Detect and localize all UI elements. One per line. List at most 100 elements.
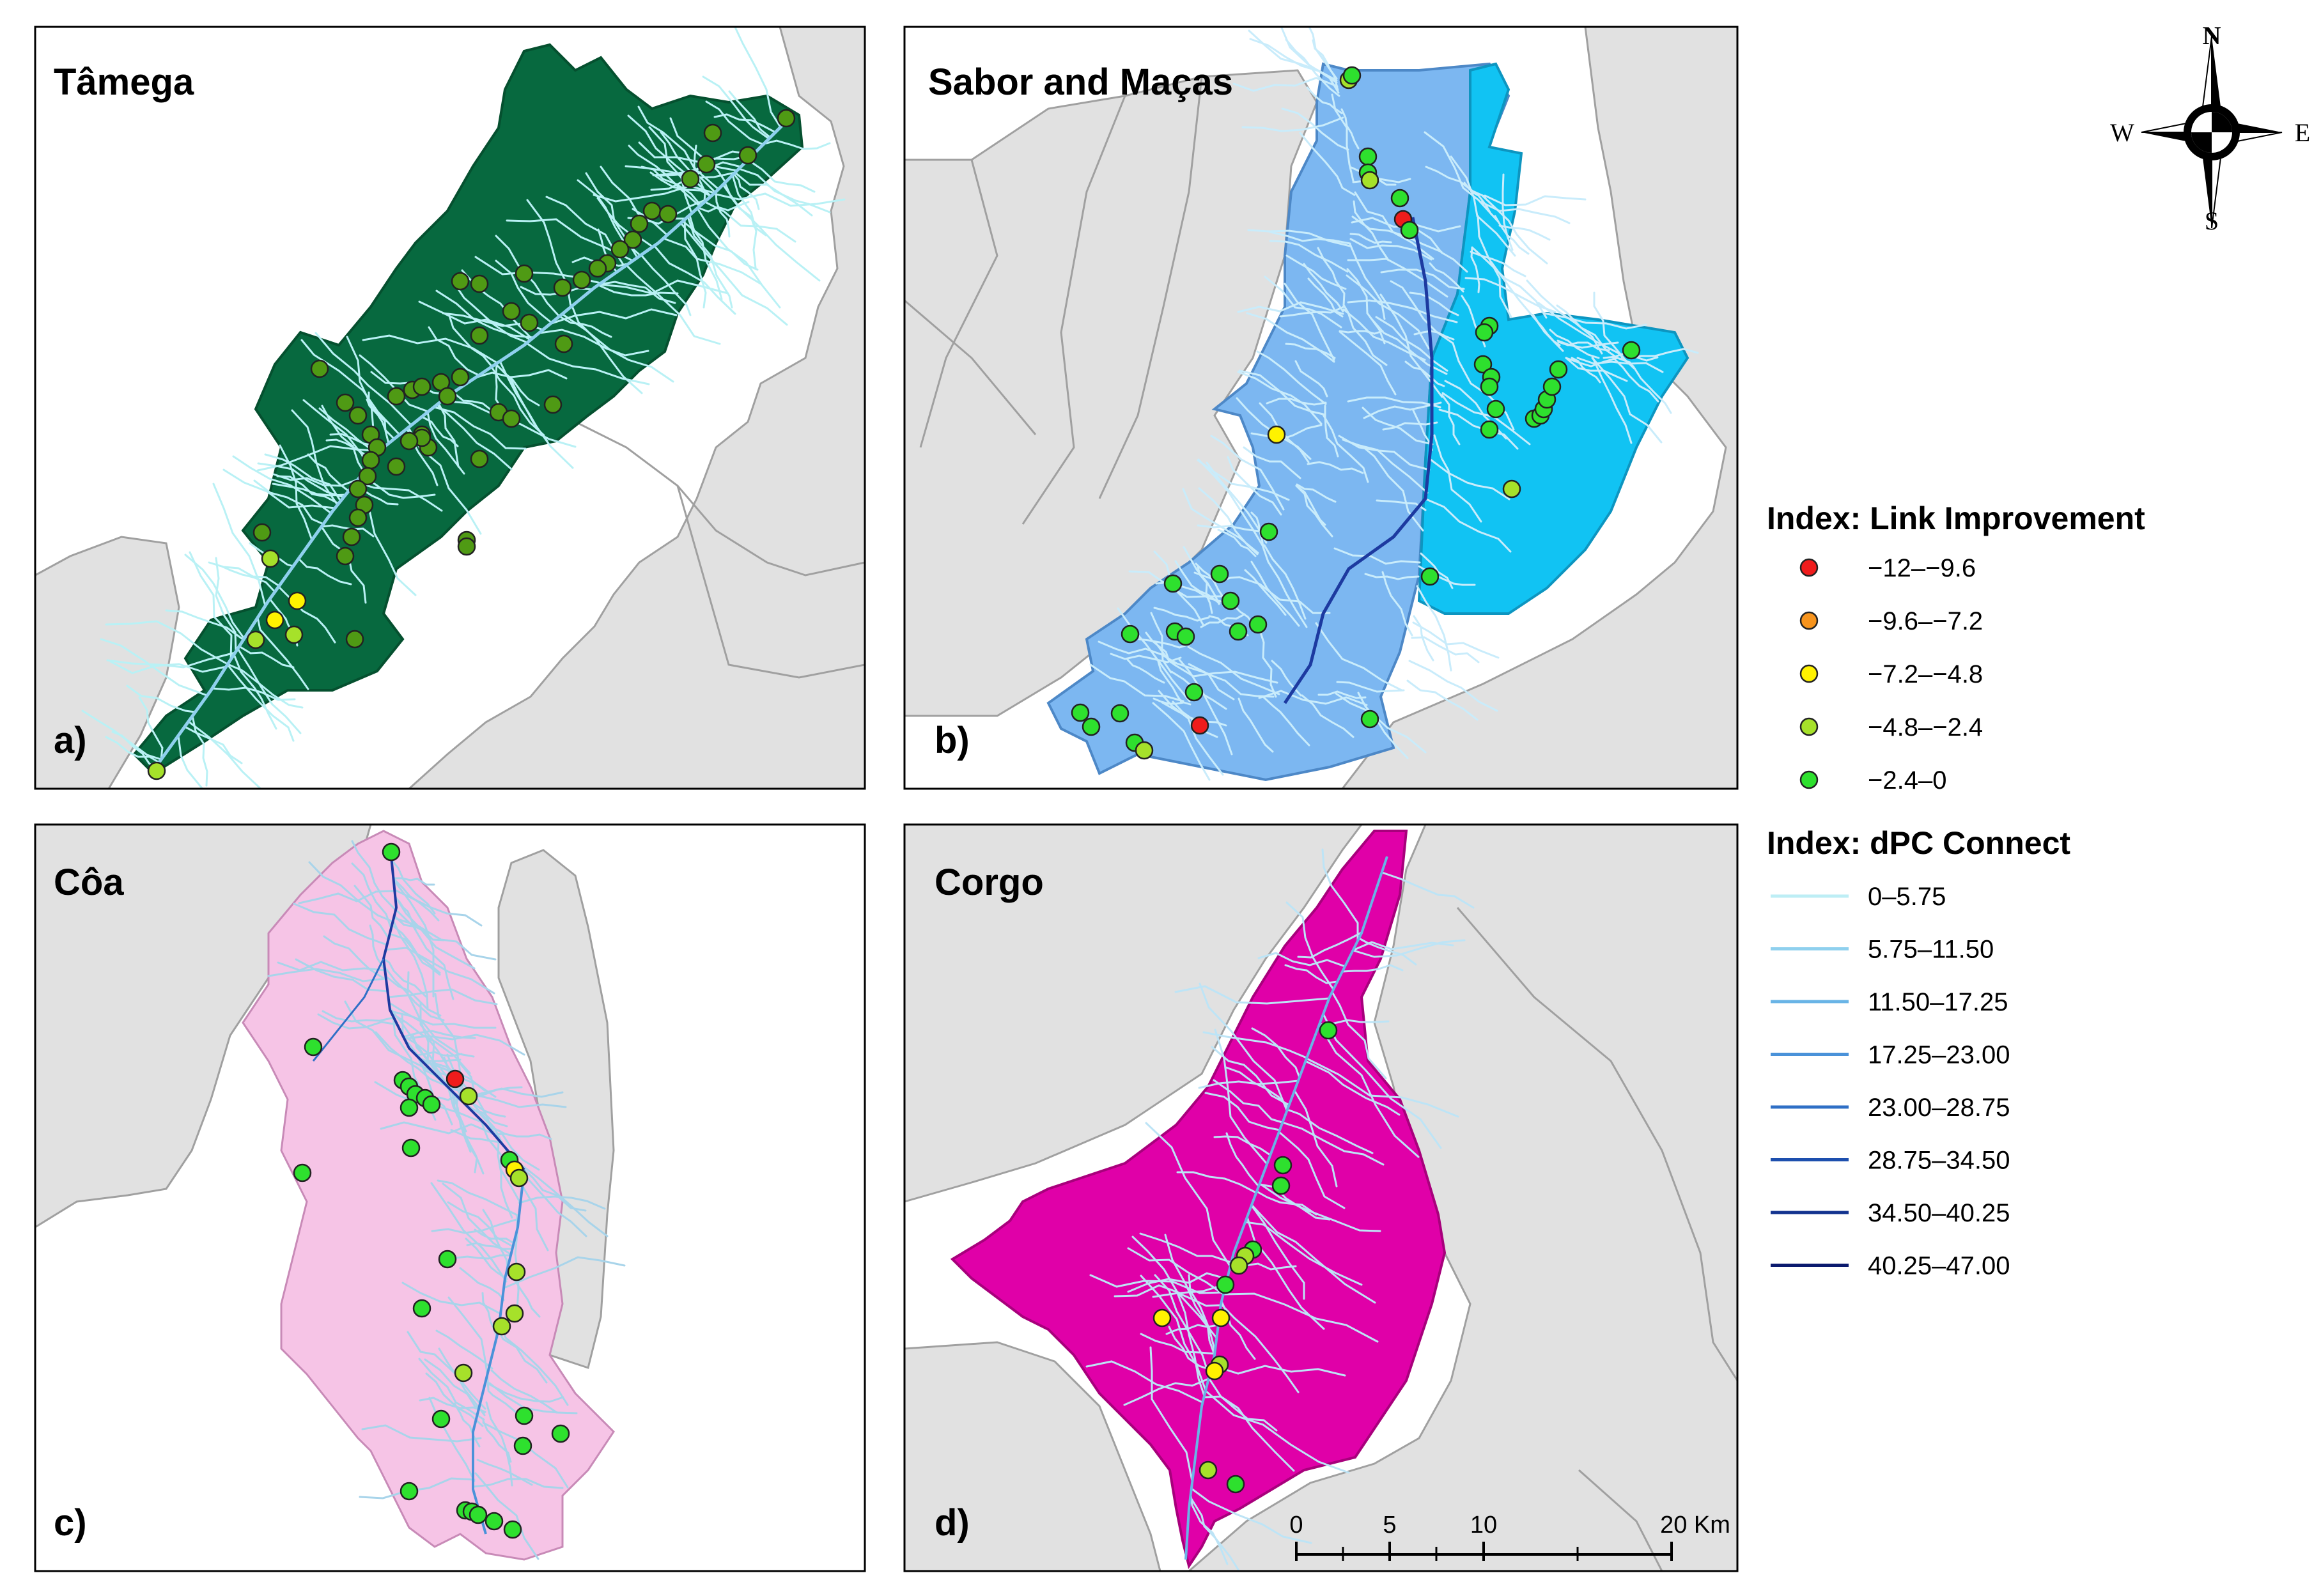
legend-point-items: −12–−9.6 −9.6–−7.2 −7.2–−4.8 −4.8–−2.4 −2.4–… (1799, 554, 1983, 794)
site-point (261, 549, 280, 568)
site-point (387, 457, 406, 476)
site-point (1135, 741, 1154, 760)
site-point (503, 1520, 522, 1539)
stream-segment (1211, 1364, 1346, 1377)
stream-segment (105, 736, 160, 764)
stream-segment (1335, 692, 1427, 754)
stream-segment (366, 398, 396, 440)
site-point (642, 201, 662, 221)
stream-segment (1262, 546, 1308, 628)
site-point (401, 1138, 421, 1158)
site-point (342, 527, 361, 546)
site-point (470, 449, 489, 469)
site-point (1473, 355, 1493, 374)
site-point (469, 1505, 488, 1524)
stream-segment (1565, 357, 1628, 382)
stream-segment (1317, 690, 1367, 699)
site-point (738, 146, 757, 165)
stream-segment (407, 1331, 486, 1410)
stream-segment (474, 1472, 539, 1560)
stream-segment (1222, 1292, 1379, 1343)
stream-segment (387, 988, 498, 1005)
stream-segment (1225, 1066, 1289, 1109)
site-point (1121, 624, 1140, 644)
site-point (459, 1087, 478, 1106)
stream-segment (1262, 696, 1310, 747)
legend-line-items: 0–5.75 5.75–11.50 11.50–17.25 17.25–23.00 23… (1771, 883, 2010, 1280)
stream-segment (314, 332, 412, 426)
stream-segment (1297, 931, 1363, 959)
stream-segment (212, 483, 267, 607)
site-point (265, 610, 284, 630)
stream-segment (297, 557, 352, 585)
stream-segment (495, 260, 553, 324)
stream-segment (474, 369, 568, 380)
stream-segment (1338, 435, 1431, 471)
stream-segment (1280, 27, 1340, 94)
stream-segment (487, 1390, 523, 1419)
neighbor-region (904, 69, 1318, 717)
stream-segment (360, 474, 436, 499)
site-point (1229, 1256, 1248, 1275)
stream-segment (1333, 547, 1421, 565)
stream-segment (1556, 304, 1618, 359)
site-point (1205, 1361, 1224, 1381)
stream-segment (389, 1007, 460, 1080)
stream-segment (660, 131, 717, 194)
stream-segment (558, 315, 612, 338)
site-point (502, 409, 521, 428)
stream-segment (1591, 357, 1663, 444)
site-point (1400, 221, 1419, 240)
stream-segment (138, 696, 164, 761)
stream-segment (1303, 263, 1344, 313)
stream-segment (1494, 215, 1530, 255)
stream-segment (453, 1402, 481, 1448)
stream-segment (683, 218, 707, 309)
site-point (1273, 1156, 1292, 1175)
stream-segment (1241, 116, 1344, 132)
stream-segment (1213, 1135, 1271, 1156)
stream-segment (418, 300, 532, 341)
stream-segment (1296, 483, 1337, 503)
neighbor-region (904, 1341, 1161, 1571)
stream-segment (256, 445, 382, 472)
stream-segment (1556, 339, 1619, 349)
stream-segment (1197, 458, 1264, 548)
stream-segment (1284, 283, 1335, 361)
region-border (904, 76, 1203, 525)
site-point (610, 240, 630, 259)
site-point (288, 591, 307, 610)
site-points (1153, 1021, 1338, 1494)
stream-segment (392, 919, 429, 1011)
panel-corgo: Corgo d) 0 5 10 20 Km (903, 823, 1739, 1572)
stream-segment (688, 214, 723, 300)
stream-segment (323, 935, 387, 981)
stream-segment (105, 620, 229, 665)
stream-segment (1542, 312, 1647, 330)
site-point (697, 155, 716, 174)
legend-label: 28.75–34.50 (1868, 1147, 2010, 1175)
legend-label: 17.25–23.00 (1868, 1041, 2010, 1069)
stream-segment (184, 554, 245, 640)
stream-segment (638, 141, 738, 172)
stream-segment (1085, 1360, 1204, 1404)
stream-segment (1266, 398, 1327, 406)
stream-segment (238, 645, 295, 669)
stream-segment (428, 326, 480, 376)
stream-segment (1349, 238, 1432, 261)
neighbor-region (904, 825, 1363, 1203)
stream-segment (561, 313, 674, 383)
neighbor-region (1341, 27, 1737, 789)
legend-label: −12–−9.6 (1868, 554, 1976, 582)
site-point (1502, 479, 1521, 499)
stream-segment (1416, 585, 1452, 672)
stream-segment (1307, 277, 1344, 318)
stream-segment (1190, 1487, 1312, 1544)
main-river (312, 958, 385, 1062)
stream-segment (1463, 182, 1498, 221)
stream-segment (1470, 251, 1526, 277)
stream-segment (1127, 1247, 1225, 1296)
stream-segment (344, 1000, 433, 1073)
stream-segment (1341, 964, 1404, 973)
site-point (348, 508, 368, 527)
